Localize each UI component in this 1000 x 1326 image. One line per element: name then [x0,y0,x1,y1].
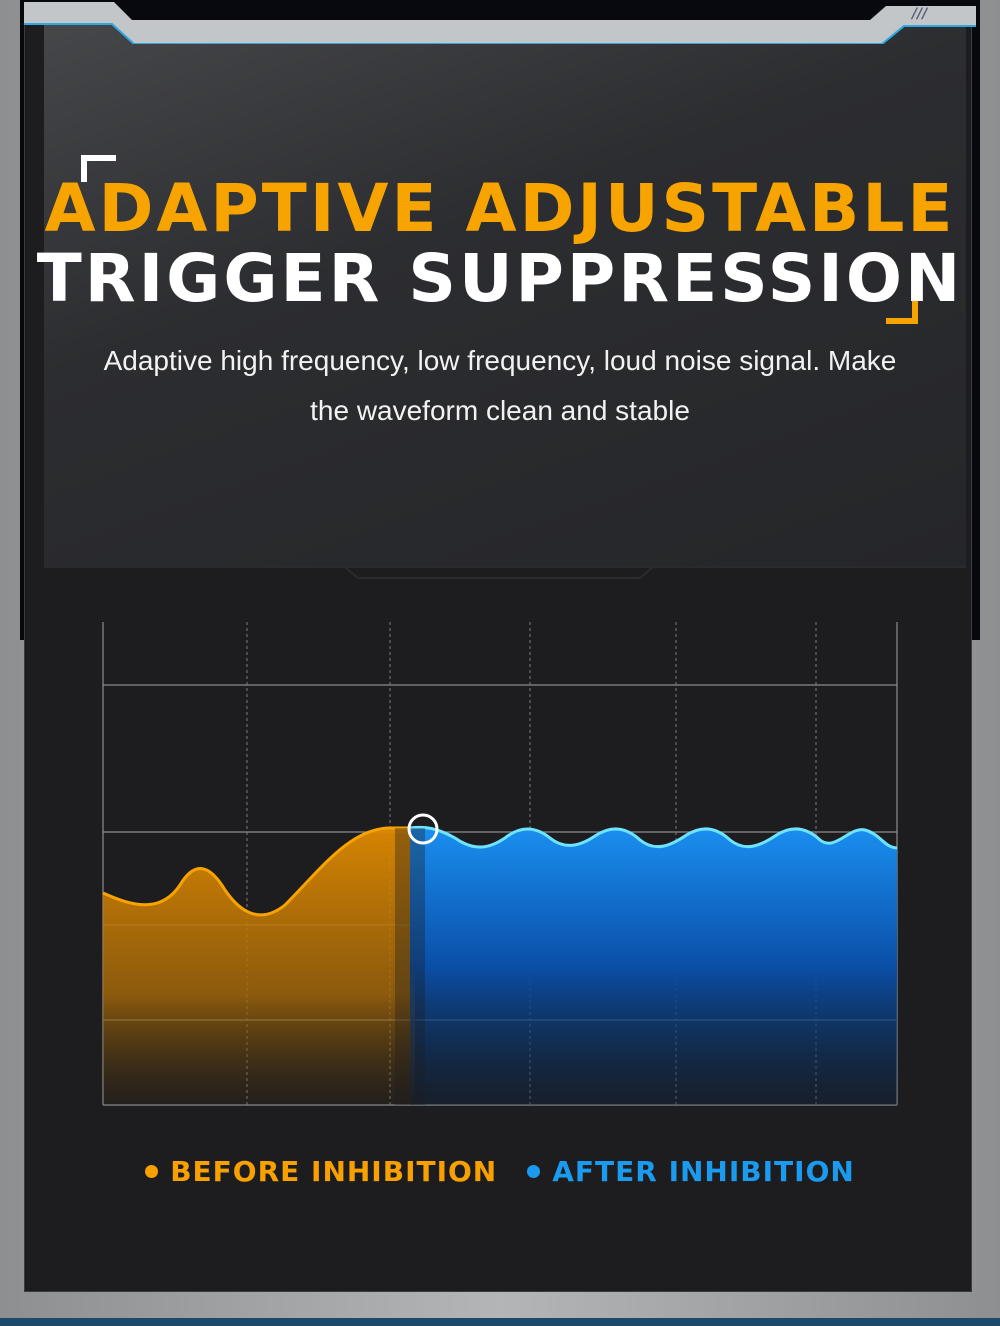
subtitle: Adaptive high frequency, low frequency, … [103,345,897,426]
blue-dot-icon [527,1165,541,1178]
transition-blend [395,828,425,1105]
legend-item-after: AFTER INHIBITION [527,1155,855,1188]
svg-text:///: /// [910,6,929,22]
title-line-2: TRIGGER SUPPRESSION [36,240,964,317]
orange-dot-icon [145,1165,159,1178]
legend: BEFORE INHIBITION AFTER INHIBITION [0,1155,1000,1188]
corner-bracket-top-left-icon [81,155,116,182]
legend-label-before: BEFORE INHIBITION [170,1155,498,1188]
after-line [409,825,898,850]
waveform-chart [44,566,966,1106]
legend-item-before: BEFORE INHIBITION [145,1155,497,1188]
after-area [410,827,897,1105]
corner-bracket-bottom-right-icon [886,296,918,324]
bottom-strip [0,1318,1000,1326]
before-line [102,826,412,917]
legend-label-after: AFTER INHIBITION [552,1155,855,1188]
title-line-1: ADAPTIVE ADJUSTABLE [44,170,956,247]
before-area [103,828,415,1105]
top-bezel: /// [24,2,976,44]
header-section [44,22,966,567]
transition-marker [407,813,439,845]
